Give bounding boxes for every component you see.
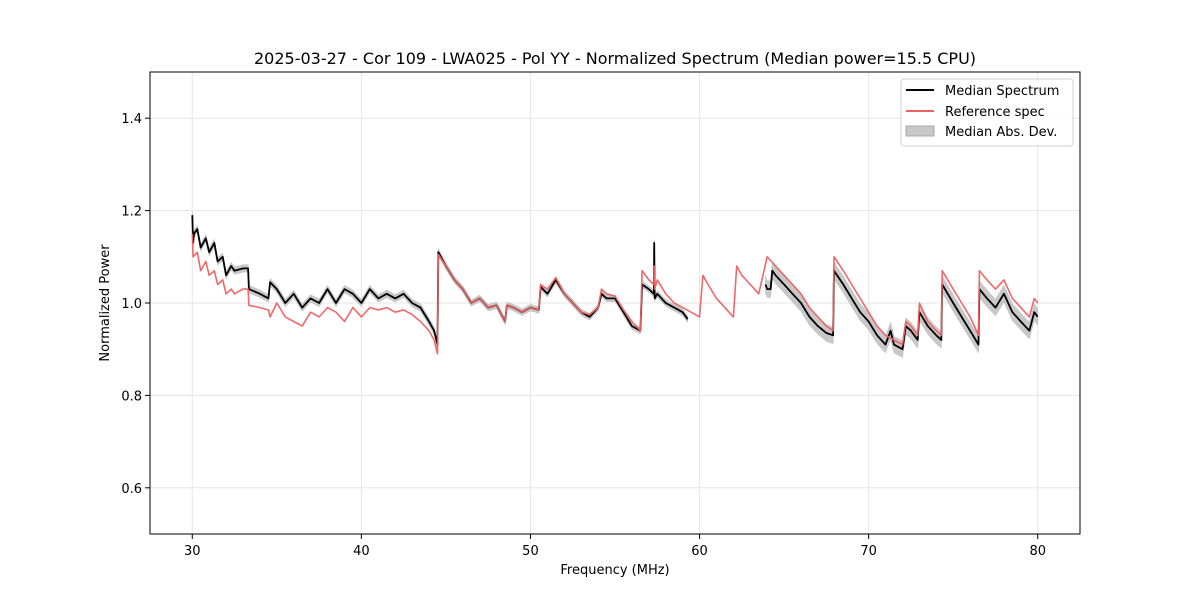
legend-mad-label: Median Abs. Dev. xyxy=(945,125,1057,140)
x-tick-label: 30 xyxy=(184,544,201,559)
median-spectrum-line xyxy=(764,269,1039,351)
chart-title: 2025-03-27 - Cor 109 - LWA025 - Pol YY -… xyxy=(254,49,976,68)
y-tick-label: 0.8 xyxy=(121,389,142,404)
y-tick-label: 0.6 xyxy=(121,482,142,497)
x-tick-label: 40 xyxy=(353,544,370,559)
x-tick-label: 50 xyxy=(522,544,539,559)
y-tick-label: 1.2 xyxy=(121,205,142,220)
mad-band xyxy=(192,211,688,349)
legend-mad-swatch xyxy=(905,125,935,137)
legend: Median Spectrum Reference spec Median Ab… xyxy=(900,78,1074,147)
y-tick-label: 1.0 xyxy=(121,297,142,312)
mad-band xyxy=(765,261,1038,358)
median-spectrum-line xyxy=(191,215,689,346)
y-tick-label: 1.4 xyxy=(121,112,142,127)
mad-band-group xyxy=(192,211,1038,358)
reference-spectrum-line xyxy=(191,233,1039,355)
legend-reference-label: Reference spec xyxy=(945,105,1045,120)
x-tick-label: 80 xyxy=(1029,544,1046,559)
series-lines xyxy=(191,215,1039,355)
x-tick-label: 60 xyxy=(691,544,708,559)
y-axis-label: Normalized Power xyxy=(98,244,113,362)
legend-box xyxy=(900,78,1074,147)
legend-median-label: Median Spectrum xyxy=(945,84,1059,99)
x-tick-label: 70 xyxy=(860,544,877,559)
axis-ticks: 30 40 50 60 70 80 0.6 0.8 1.0 1.2 1.4 xyxy=(121,112,1046,559)
x-axis-label: Frequency (MHz) xyxy=(560,563,669,578)
